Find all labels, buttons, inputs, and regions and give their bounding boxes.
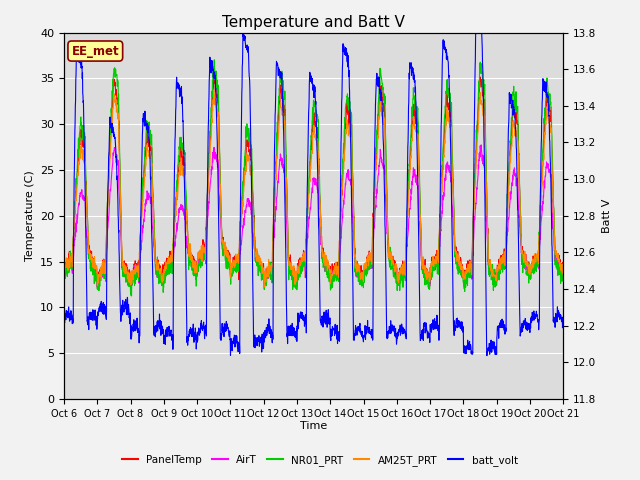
AM25T_PRT [516,189,524,195]
AirT [477,142,485,148]
NR01_PRT [339,156,347,162]
batt_volt [199,325,207,331]
PanelTemp [529,259,537,265]
AM25T_PRT [328,271,336,276]
PanelTemp [210,73,218,79]
batt_volt [483,353,491,359]
NR01_PRT [459,271,467,276]
PanelTemp [516,183,524,189]
Line: AM25T_PRT: AM25T_PRT [64,90,563,287]
batt_volt [328,334,335,339]
AM25T_PRT [60,268,68,274]
AirT [426,287,433,292]
batt_volt [529,315,537,321]
Text: EE_met: EE_met [72,45,119,58]
AM25T_PRT [339,179,347,185]
Line: PanelTemp: PanelTemp [64,76,563,287]
AirT [199,249,207,255]
NR01_PRT [328,278,336,284]
Y-axis label: Temperature (C): Temperature (C) [24,170,35,261]
batt_volt [60,320,68,325]
PanelTemp [93,284,101,290]
PanelTemp [60,262,68,267]
AirT [458,269,466,275]
NR01_PRT [559,275,567,281]
Y-axis label: Batt V: Batt V [602,199,612,233]
NR01_PRT [211,57,218,63]
PanelTemp [328,271,336,277]
batt_volt [472,26,480,32]
AM25T_PRT [559,262,567,268]
AirT [60,275,68,281]
NR01_PRT [200,255,207,261]
AirT [516,223,524,229]
PanelTemp [200,248,207,254]
NR01_PRT [516,180,524,185]
Line: batt_volt: batt_volt [64,29,563,356]
AirT [559,276,567,281]
AirT [529,264,537,270]
Title: Temperature and Batt V: Temperature and Batt V [222,15,405,30]
batt_volt [339,66,346,72]
batt_volt [516,298,524,303]
AM25T_PRT [199,249,207,255]
AirT [339,213,346,218]
X-axis label: Time: Time [300,421,327,432]
NR01_PRT [60,280,68,286]
PanelTemp [559,272,567,278]
PanelTemp [459,268,467,274]
AM25T_PRT [529,264,537,270]
Line: NR01_PRT: NR01_PRT [64,60,563,296]
batt_volt [458,326,466,332]
Line: AirT: AirT [64,145,563,289]
Legend: PanelTemp, AirT, NR01_PRT, AM25T_PRT, batt_volt: PanelTemp, AirT, NR01_PRT, AM25T_PRT, ba… [118,451,522,470]
AM25T_PRT [210,87,218,93]
NR01_PRT [127,293,135,299]
AirT [328,274,335,280]
batt_volt [559,322,567,328]
AM25T_PRT [260,284,268,290]
PanelTemp [339,171,347,177]
AM25T_PRT [459,274,467,279]
NR01_PRT [529,271,537,277]
